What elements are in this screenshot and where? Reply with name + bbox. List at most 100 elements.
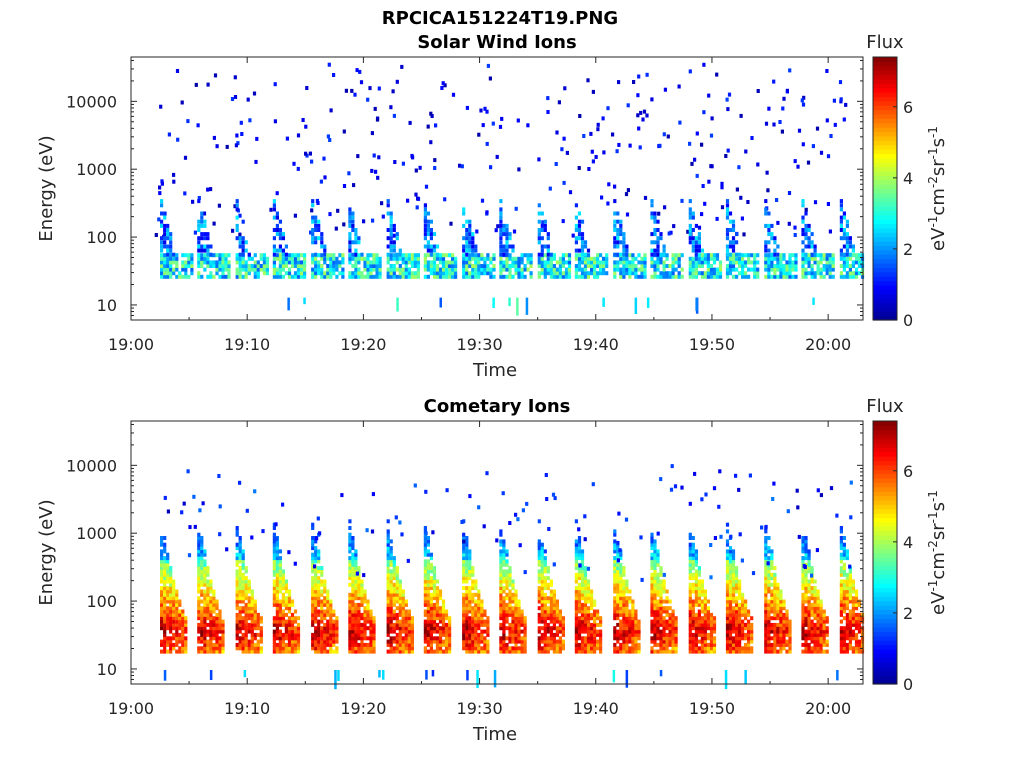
flux-cell [574,519,578,524]
flux-cell [583,622,588,627]
flux-cell [401,256,405,261]
flux-cell [169,636,173,641]
flux-cell [653,629,657,634]
flux-cell [619,240,623,245]
flux-cell [558,622,562,627]
flux-cell [693,157,697,162]
flux-cell [462,519,466,524]
flux-cell [540,626,544,631]
flux-cell [782,253,786,258]
flux-cell [432,612,437,617]
flux-cell [680,267,684,272]
flux-cell [555,606,559,611]
flux-cell [389,223,393,228]
flux-cell [706,267,710,272]
flux-cell [577,569,582,574]
colorbar-swatch [873,78,897,84]
flux-cell [426,629,430,634]
flux-cell [221,260,225,265]
flux-cell [426,576,430,581]
flux-cell [160,639,164,644]
flux-cell [441,649,446,654]
flux-cell [244,586,248,591]
flux-cell [281,256,285,261]
flux-cell [200,549,204,554]
flux-cell [659,639,663,644]
flux-cell [386,626,390,631]
flux-cell [354,260,358,265]
flux-cell [474,649,478,654]
x-tick-label: 20:00 [805,335,851,354]
flux-cell [323,646,327,651]
flux-cell [163,589,167,594]
flux-cell [637,629,641,634]
flux-cell [756,89,760,93]
flux-cell [284,632,288,637]
flux-cell [281,572,285,577]
flux-cell [586,629,591,634]
flux-cell [517,636,521,641]
flux-cell [807,264,811,268]
flux-cell [184,629,188,634]
flux-cell [398,271,402,276]
flux-cell [163,271,167,276]
flux-cell [619,592,623,597]
flux-cell [822,253,826,258]
flux-cell [486,256,490,261]
flux-cell [287,274,292,279]
colorbar-swatch [873,157,897,163]
flux-cell [845,264,849,268]
flux-cell [348,271,352,276]
flux-cell [163,639,167,644]
flux-cell [323,629,327,634]
flux-cell [209,252,213,257]
flux-cell [423,572,427,577]
flux-cell [392,639,396,644]
flux-cell [215,642,219,647]
flux-cell [351,619,355,624]
flux-cell [580,616,585,621]
flux-cell [197,223,201,228]
flux-cell [788,260,792,265]
flux-cell [166,569,170,574]
flux-cell [317,253,321,258]
flux-cell [369,626,373,631]
flux-cell [656,619,660,624]
flux-cell [200,619,204,624]
flux-cell [169,599,173,604]
flux-cell [499,552,503,557]
flux-cell [360,642,364,647]
flux-cell [215,606,219,611]
flux-cell [320,271,324,276]
flux-cell [543,619,547,624]
flux-cell [657,211,661,216]
flux-cell [160,181,164,186]
flux-cell [552,626,556,631]
flux-cell [401,596,405,601]
flux-cell [426,223,430,228]
flux-cell [593,636,597,641]
flux-cell [502,626,506,631]
flux-cell [662,619,666,624]
flux-cell [555,271,559,276]
flux-cell [546,646,550,651]
flux-cell [311,622,315,627]
flux-cell [326,636,330,641]
flux-cell [434,123,438,128]
flux-cell [241,566,245,571]
flux-cell [514,271,518,276]
flux-cell [577,626,582,631]
flux-cell [580,267,585,272]
flux-cell [499,599,503,604]
flux-cell [244,629,248,634]
flux-cell [662,646,666,651]
flux-cell [555,260,559,265]
flux-cell [691,240,695,245]
flux-cell [250,619,254,624]
flux-cell [709,256,714,261]
flux-cell [389,629,393,634]
flux-cell [389,552,393,557]
flux-cell [317,649,321,654]
flux-cell [314,219,318,224]
flux-cell [577,546,582,551]
